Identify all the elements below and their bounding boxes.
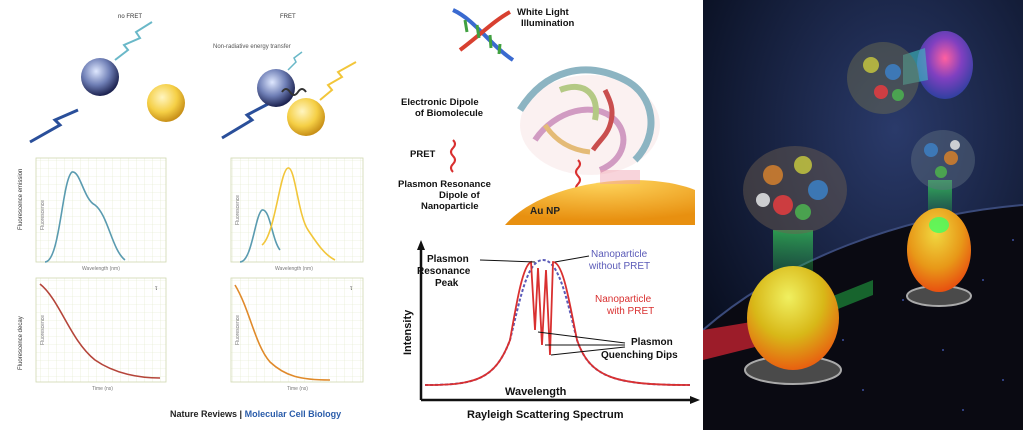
acceptor-sphere — [147, 84, 185, 122]
fret-panel: no FRET FRET Non-radiative energy transf… — [0, 0, 395, 430]
row1-ylabel: Fluorescence emission — [18, 169, 24, 230]
decay-xlabel: Time (ns) — [92, 386, 113, 392]
curve-without-pret — [424, 258, 691, 386]
excitation-zigzag-icon-fret — [221, 102, 269, 140]
chart-ylabel: Intensity — [402, 309, 414, 355]
pret-wave-icon-2 — [575, 159, 581, 193]
red-beam — [703, 320, 763, 360]
emission-zigzag-icon — [114, 21, 153, 61]
chart-xlabel: Wavelength — [505, 386, 567, 398]
donor-emission-icon — [287, 51, 303, 71]
protein-ribbon — [517, 66, 660, 175]
col2-title: FRET — [280, 14, 296, 20]
gold-nanoparticle — [505, 180, 695, 225]
pret-wave-icon — [450, 139, 456, 173]
transfer-label: Non-radiative energy transfer — [213, 44, 291, 50]
decay-plot-fret: τ Fluorescence Time (ns) — [230, 277, 364, 392]
cyan-beam — [903, 48, 928, 85]
acceptor-emission-curve — [261, 167, 336, 261]
credit-line: Nature Reviews | Molecular Cell Biology — [170, 409, 341, 419]
donor-emission-curve — [44, 171, 126, 263]
credit-separator: | — [239, 409, 243, 419]
credit-journal: Nature Reviews — [170, 409, 238, 419]
pret-label: PRET — [410, 149, 436, 160]
decay-curve-fret — [234, 284, 331, 381]
white-light-label: White Light — [517, 7, 570, 18]
au-np-label: Au NP — [530, 206, 560, 217]
excitation-zigzag-icon — [29, 108, 79, 144]
peak-label-2: Resonance — [417, 266, 471, 277]
dips-label-2: Quenching Dips — [601, 350, 678, 361]
dip-pointer-1 — [537, 331, 626, 344]
biomolecule-cluster-1 — [743, 146, 847, 234]
donor-emission-curve-fret — [239, 209, 281, 263]
plot-xlabel: Wavelength (nm) — [82, 266, 120, 272]
row2-ylabel: Fluorescence decay — [18, 316, 24, 370]
dip-pointer-3 — [550, 346, 626, 356]
energy-transfer-icon — [281, 88, 307, 96]
donor-sphere-fret — [257, 69, 295, 107]
peak-pointer — [479, 259, 536, 263]
gold-nanoparticle-small — [907, 208, 971, 292]
plot-ylabel-fret: Fluorescence — [235, 195, 241, 225]
without-pointer — [554, 255, 590, 263]
dipole-label: Electronic Dipole — [401, 97, 479, 108]
acceptor-emission-icon — [319, 61, 357, 101]
plot-ylabel: Fluorescence — [40, 200, 46, 230]
green-hotspot — [929, 217, 949, 233]
plot-xlabel-fret: Wavelength (nm) — [275, 266, 313, 272]
np-without-label: Nanoparticle — [591, 249, 648, 260]
emission-plot-nofret: Fluorescence Wavelength (nm) — [35, 157, 167, 272]
field-glow — [600, 170, 640, 184]
nanoparticle-render — [703, 0, 1023, 430]
tau-label: τ — [155, 286, 158, 292]
pret-illustration: White Light Illumination Electronic Dipo… — [398, 7, 700, 421]
decay-ylabel-fret: Fluorescence — [235, 315, 241, 345]
acceptor-sphere-fret — [287, 98, 325, 136]
white-light-label-2: Illumination — [521, 18, 575, 29]
nanoparticle-render-panel — [703, 0, 1023, 430]
np-with-label: Nanoparticle — [595, 294, 652, 305]
donor-sphere — [81, 58, 119, 96]
peak-label-3: Peak — [435, 278, 459, 289]
biomolecule-cluster-2 — [911, 130, 975, 190]
plasmon-label: Plasmon Resonance — [398, 179, 491, 190]
np-without-label-2: without PRET — [588, 261, 650, 272]
peak-label: Plasmon — [427, 254, 469, 265]
emission-plot-fret: Fluorescence Wavelength (nm) — [230, 157, 364, 272]
dna-helix-icon — [452, 8, 515, 62]
tau-label-fret: τ — [350, 286, 353, 292]
purple-nanoparticle — [917, 31, 973, 99]
decay-ylabel: Fluorescence — [40, 315, 46, 345]
curve-with-pret — [424, 260, 691, 386]
biomolecule-cluster-3 — [847, 42, 919, 114]
pret-panel: White Light Illumination Electronic Dipo… — [395, 0, 703, 430]
decay-curve — [39, 283, 161, 379]
dipole-label-2: of Biomolecule — [415, 108, 483, 119]
gold-nanoparticle-large — [747, 266, 839, 370]
col1-title: no FRET — [118, 14, 142, 20]
plasmon-label-2: Dipole of — [439, 190, 480, 201]
np-with-label-2: with PRET — [606, 306, 654, 317]
credit-subject: Molecular Cell Biology — [244, 409, 342, 419]
star-field — [842, 239, 1014, 411]
decay-plot-nofret: τ Fluorescence Time (ns) — [35, 277, 167, 392]
dips-label: Plasmon — [631, 337, 673, 348]
fret-illustration: no FRET FRET Non-radiative energy transf… — [18, 14, 364, 392]
spectrum-chart: Intensity Wavelength Rayleigh Scattering… — [402, 240, 700, 421]
chart-title: Rayleigh Scattering Spectrum — [467, 409, 624, 421]
decay-xlabel-fret: Time (ns) — [287, 386, 308, 392]
plasmon-label-3: Nanoparticle — [421, 201, 479, 212]
